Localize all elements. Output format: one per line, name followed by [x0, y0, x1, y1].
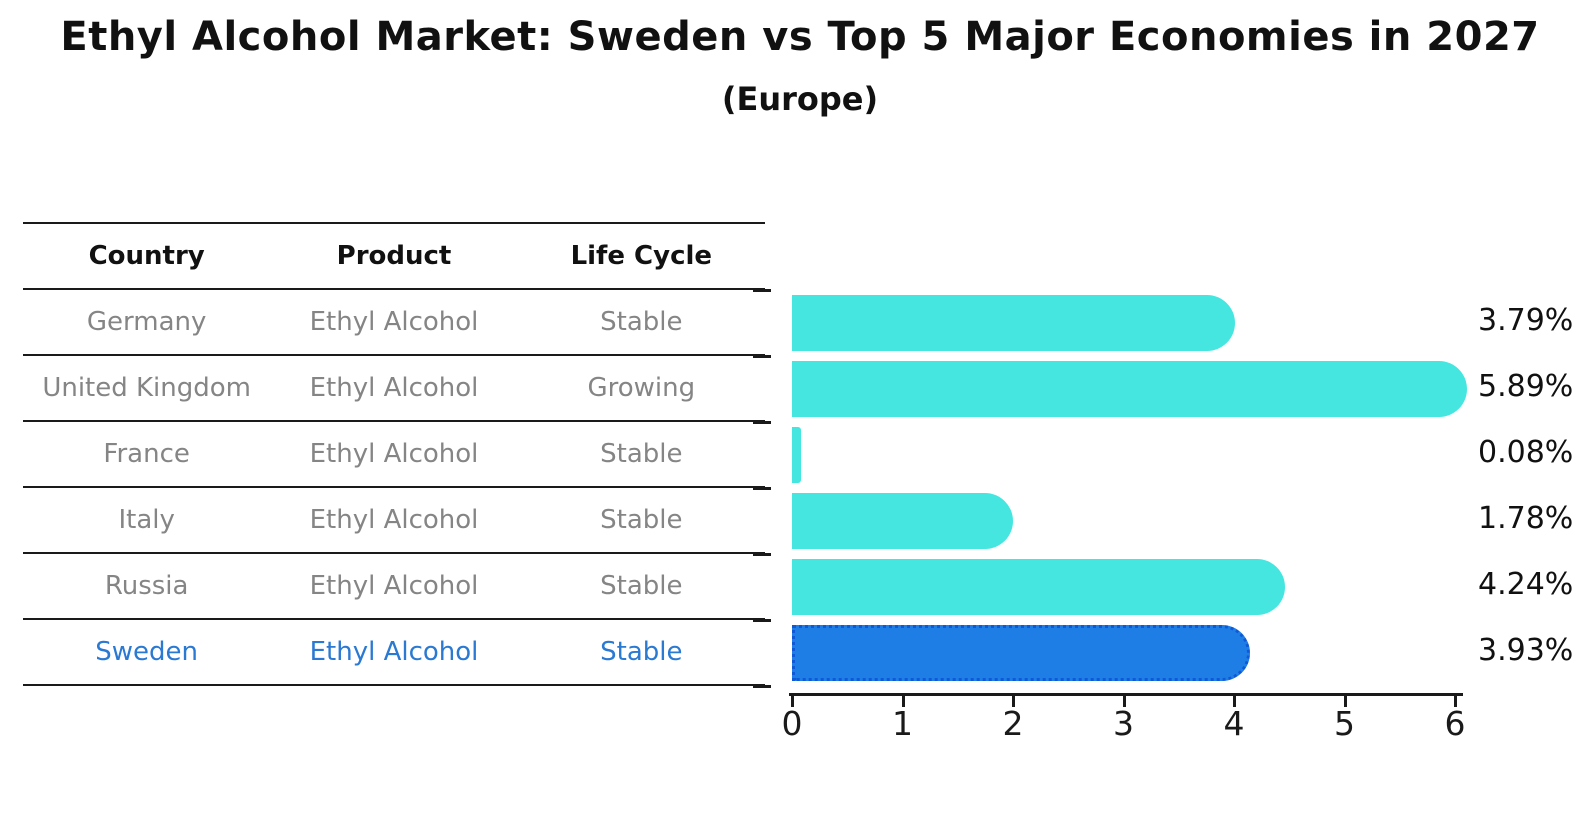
x-axis-tick-mark [1233, 696, 1236, 707]
y-axis-tick [753, 619, 771, 622]
cell-life-cycle: Growing [587, 373, 696, 403]
table-row-united-kingdom: United Kingdom Ethyl Alcohol Growing [23, 356, 765, 422]
bar-sweden [792, 625, 1251, 681]
bar-italy [792, 493, 1013, 549]
cell-life-cycle: Stable [600, 439, 683, 469]
y-axis-tick [753, 421, 771, 424]
column-header-life-cycle: Life Cycle [570, 241, 713, 271]
y-axis-tick [753, 685, 771, 688]
cell-country: Italy [118, 505, 175, 535]
cell-product: Ethyl Alcohol [309, 373, 479, 403]
value-label-italy: 1.78% [1478, 501, 1574, 536]
x-axis-tick-label: 0 [781, 704, 803, 743]
cell-life-cycle: Stable [600, 637, 683, 667]
chart-title: Ethyl Alcohol Market: Sweden vs Top 5 Ma… [60, 14, 1540, 60]
cell-country: Germany [86, 307, 207, 337]
cell-life-cycle: Stable [600, 307, 683, 337]
table-row-russia: Russia Ethyl Alcohol Stable [23, 554, 765, 620]
chart-subtitle: (Europe) [721, 80, 879, 118]
cell-product: Ethyl Alcohol [309, 571, 479, 601]
cell-life-cycle: Stable [600, 505, 683, 535]
x-axis-tick-label: 6 [1444, 704, 1466, 743]
x-axis-tick-label: 5 [1334, 704, 1355, 743]
x-axis-tick-label: 3 [1113, 704, 1134, 743]
cell-product: Ethyl Alcohol [309, 505, 479, 535]
cell-country: United Kingdom [42, 373, 251, 403]
bar-plot-area: 0 1 2 3 4 5 6 3.79% 5.89% 0.08% 1.78% 4.24% 3.93% [753, 289, 1573, 743]
cell-product: Ethyl Alcohol [309, 439, 479, 469]
value-label-united-kingdom: 5.89% [1478, 369, 1574, 404]
y-axis-tick [753, 355, 771, 358]
country-table: Country Product Life Cycle Germany Ethyl … [23, 222, 765, 686]
y-axis-tick [753, 553, 771, 556]
bar-russia [792, 559, 1285, 615]
value-label-france: 0.08% [1478, 435, 1574, 470]
value-label-russia: 4.24% [1478, 567, 1574, 602]
x-axis-tick-label: 4 [1223, 704, 1245, 743]
x-axis-tick-mark [1343, 696, 1347, 707]
bar-germany [792, 295, 1235, 351]
table-row-germany: Germany Ethyl Alcohol Stable [23, 290, 765, 356]
cell-country: France [103, 439, 190, 469]
table-row-sweden: Sweden Ethyl Alcohol Stable [23, 620, 765, 686]
x-axis-tick-label: 2 [1002, 704, 1024, 743]
cell-life-cycle: Stable [600, 571, 683, 601]
x-axis-tick-mark [1012, 696, 1015, 707]
cell-product: Ethyl Alcohol [309, 637, 479, 667]
table-row-france: France Ethyl Alcohol Stable [23, 422, 765, 488]
x-axis-tick-label: 1 [892, 704, 913, 743]
x-axis-line [789, 693, 1463, 696]
bar-united-kingdom [792, 361, 1467, 417]
x-axis-tick-mark [901, 696, 905, 707]
table-row-italy: Italy Ethyl Alcohol Stable [23, 488, 765, 554]
cell-country: Sweden [95, 637, 199, 667]
x-axis-tick-mark [791, 696, 794, 707]
y-axis-tick [753, 289, 771, 292]
y-axis-tick [753, 487, 771, 490]
x-axis-tick-mark [1122, 696, 1126, 707]
column-header-country: Country [88, 241, 205, 271]
cell-country: Russia [104, 571, 189, 601]
table-body: Germany Ethyl Alcohol Stable United Kingdom… [23, 290, 765, 686]
value-label-sweden: 3.93% [1478, 633, 1574, 668]
x-axis-tick-mark [1454, 696, 1457, 707]
cell-product: Ethyl Alcohol [309, 307, 479, 337]
bar-france [792, 427, 801, 483]
table-header-row: Country Product Life Cycle [23, 222, 765, 290]
value-label-germany: 3.79% [1478, 303, 1574, 338]
column-header-product: Product [336, 241, 452, 271]
